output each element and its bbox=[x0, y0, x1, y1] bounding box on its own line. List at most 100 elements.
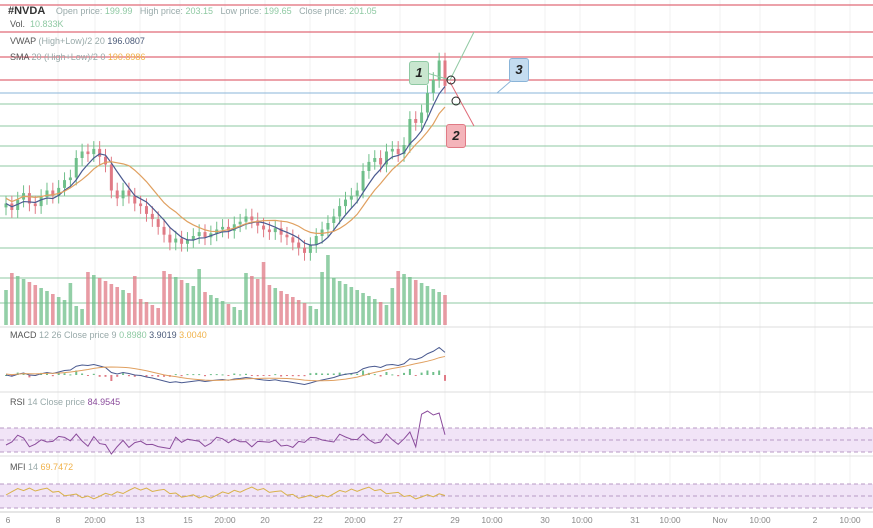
candle-body bbox=[425, 93, 429, 113]
macd-histogram-bar bbox=[145, 375, 148, 377]
candle-body bbox=[221, 226, 225, 230]
macd-histogram-bar bbox=[63, 373, 66, 375]
macd-histogram-bar bbox=[122, 373, 125, 375]
x-tick-label: 20:00 bbox=[214, 515, 236, 525]
volume-legend: Vol. 10.833K bbox=[10, 19, 64, 29]
candle-body bbox=[250, 216, 254, 221]
candle-body bbox=[367, 161, 371, 171]
candle-body bbox=[355, 190, 359, 196]
macd-histogram-bar bbox=[297, 375, 300, 377]
candle-body bbox=[98, 148, 102, 157]
volume-bar bbox=[168, 274, 172, 325]
candle-body bbox=[437, 60, 441, 80]
macd-histogram-bar bbox=[285, 375, 288, 376]
volume-bar bbox=[244, 273, 248, 325]
volume-bar bbox=[109, 284, 114, 325]
vwap-name: VWAP bbox=[10, 36, 37, 46]
candle-body bbox=[4, 203, 8, 208]
macd-signal-line bbox=[5, 355, 446, 382]
macd-histogram-bar bbox=[256, 375, 259, 377]
macd-histogram-bar bbox=[98, 375, 101, 377]
volume-bar bbox=[291, 297, 295, 325]
candle-body bbox=[338, 206, 342, 217]
volume-bar bbox=[15, 276, 20, 325]
macd-histogram-bar bbox=[432, 372, 435, 375]
macd-histogram-bar bbox=[116, 375, 119, 377]
x-tick-label: 10:00 bbox=[749, 515, 771, 525]
candle-body bbox=[431, 80, 435, 93]
macd-histogram-bar bbox=[420, 372, 423, 375]
sma-legend[interactable]: SMA 20 (High+Low)/2 0 190.8986 bbox=[10, 52, 145, 62]
volume-bar bbox=[156, 308, 160, 325]
x-tick-label: 10:00 bbox=[839, 515, 861, 525]
macd-histogram-bar bbox=[57, 373, 60, 375]
candle-body bbox=[127, 190, 131, 196]
mfi-legend[interactable]: MFI 14 69.7472 bbox=[10, 462, 73, 472]
candle-body bbox=[33, 203, 37, 207]
macd-histogram-bar bbox=[75, 370, 78, 375]
volume-bar bbox=[261, 262, 266, 325]
sma-line bbox=[5, 106, 446, 234]
candle-body bbox=[291, 237, 295, 243]
macd-histogram-bar bbox=[86, 375, 89, 376]
annotation-2[interactable]: 2 bbox=[446, 124, 466, 148]
vwap-legend[interactable]: VWAP (High+Low)/2 20 196.0807 bbox=[10, 36, 145, 46]
candle-body bbox=[402, 145, 406, 155]
annotation-1[interactable]: 1 bbox=[409, 61, 429, 85]
candle-body bbox=[57, 187, 61, 196]
candle-body bbox=[109, 164, 113, 191]
mfi-params: 14 bbox=[28, 462, 39, 472]
rsi-legend[interactable]: RSI 14 Close price 84.9545 bbox=[10, 397, 120, 407]
candle-body bbox=[68, 177, 72, 181]
x-tick-label: 20:00 bbox=[344, 515, 366, 525]
candle-body bbox=[92, 148, 96, 155]
x-tick-label: 27 bbox=[393, 515, 403, 525]
candle-body bbox=[384, 151, 388, 165]
macd-histogram-bar bbox=[45, 373, 48, 375]
x-tick-label: 29 bbox=[450, 515, 460, 525]
sma-value: 190.8986 bbox=[107, 52, 146, 62]
macd-histogram-bar bbox=[174, 374, 177, 376]
macd-legend[interactable]: MACD 12 26 Close price 9 0.8980 3.9019 3… bbox=[10, 330, 207, 340]
volume-bar bbox=[185, 283, 190, 325]
volume-bar bbox=[367, 296, 371, 325]
annotation-3[interactable]: 3 bbox=[509, 58, 529, 82]
candle-body bbox=[185, 239, 189, 244]
candle-body bbox=[180, 238, 184, 244]
candle-body bbox=[343, 199, 347, 207]
macd-histogram-bar bbox=[227, 375, 230, 376]
macd-histogram-bar bbox=[321, 373, 324, 375]
volume-bar bbox=[384, 305, 389, 325]
volume-bar bbox=[173, 277, 178, 325]
macd-histogram-bar bbox=[110, 375, 113, 381]
candle-body bbox=[326, 223, 330, 230]
volume-bar bbox=[62, 300, 67, 325]
candle-body bbox=[297, 242, 301, 248]
macd-histogram-bar bbox=[151, 375, 154, 377]
vol-label: Vol. bbox=[10, 19, 26, 29]
volume-bar bbox=[396, 271, 400, 325]
candle-body bbox=[121, 190, 125, 199]
volume-bar bbox=[361, 293, 365, 325]
macd-params: 12 26 Close price 9 bbox=[39, 330, 117, 340]
volume-bar bbox=[372, 299, 377, 325]
volume-bar bbox=[179, 280, 184, 325]
candle-body bbox=[226, 226, 230, 231]
macd-histogram-bar bbox=[204, 375, 207, 377]
candle-body bbox=[373, 158, 377, 162]
macd-histogram-bar bbox=[69, 374, 72, 376]
volume-bar bbox=[337, 281, 342, 325]
candle-body bbox=[63, 180, 67, 188]
macd-histogram-bar bbox=[414, 375, 417, 376]
volume-bar bbox=[220, 301, 225, 325]
macd-histogram-bar bbox=[28, 375, 31, 378]
ohlc-legend: #NVDA Open price: 199.99 High price: 203… bbox=[8, 5, 377, 17]
volume-bar bbox=[408, 277, 412, 325]
volume-bar bbox=[250, 276, 254, 325]
macd-histogram-bar bbox=[221, 374, 224, 376]
candle-body bbox=[267, 229, 271, 233]
candle-body bbox=[314, 236, 318, 246]
candle-body bbox=[279, 228, 283, 235]
